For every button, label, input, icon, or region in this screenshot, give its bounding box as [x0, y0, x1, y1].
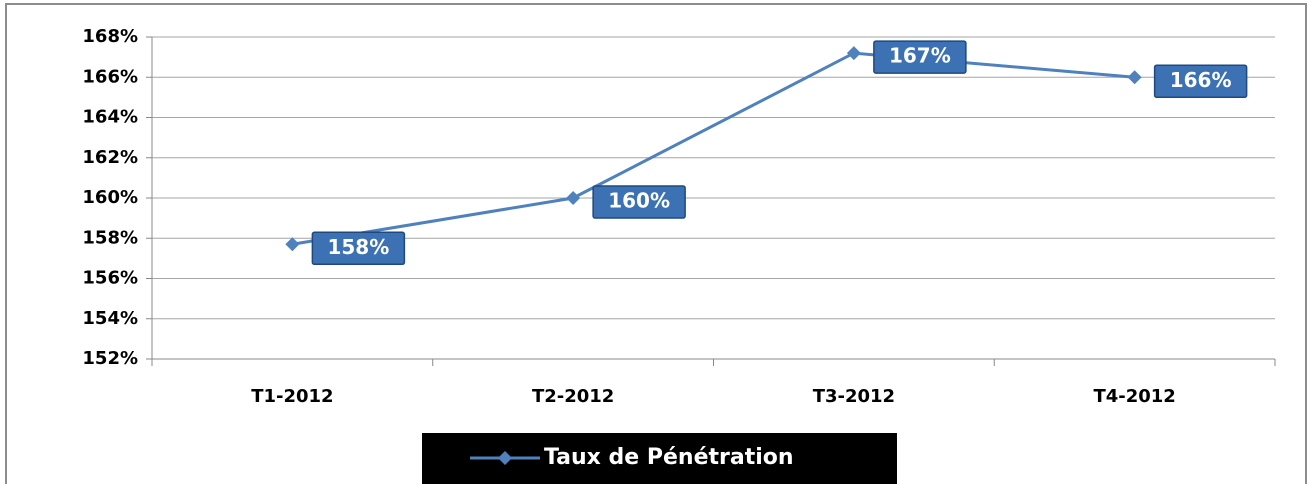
data-label: 166% — [1153, 64, 1248, 98]
data-label-box — [873, 40, 967, 74]
y-tick-label: 168% — [82, 26, 138, 47]
y-tick-label: 160% — [82, 187, 138, 208]
data-label-text: 160% — [608, 189, 670, 213]
data-label: 160% — [592, 185, 686, 219]
chart-border — [5, 3, 1307, 484]
data-label-box — [592, 185, 686, 219]
x-tick-label: T4-2012 — [1093, 386, 1175, 407]
data-label-text: 158% — [327, 235, 389, 259]
legend-marker — [498, 451, 512, 465]
marker — [285, 237, 300, 252]
legend-label: Taux de Pénétration — [544, 445, 794, 470]
data-label: 158% — [311, 231, 406, 266]
data-label-text: 167% — [889, 44, 951, 68]
marker — [846, 46, 861, 61]
marker — [1127, 70, 1142, 85]
y-tick-label: 156% — [82, 268, 138, 289]
data-label-text: 166% — [1170, 68, 1232, 92]
y-tick-label: 154% — [82, 308, 138, 329]
y-tick-label: 162% — [82, 147, 138, 168]
data-label-box — [1153, 64, 1248, 98]
line — [292, 51, 1135, 246]
data-label-box — [311, 231, 406, 266]
y-tick-label: 166% — [82, 66, 138, 87]
y-tick-label: 152% — [82, 348, 138, 369]
x-tick-label: T1-2012 — [251, 386, 333, 407]
y-tick-label: 164% — [82, 107, 138, 128]
data-label: 167% — [873, 40, 967, 74]
x-tick-label: T2-2012 — [532, 386, 614, 407]
y-tick-label: 158% — [82, 227, 138, 248]
marker — [566, 191, 581, 205]
x-tick-label: T3-2012 — [813, 386, 895, 407]
